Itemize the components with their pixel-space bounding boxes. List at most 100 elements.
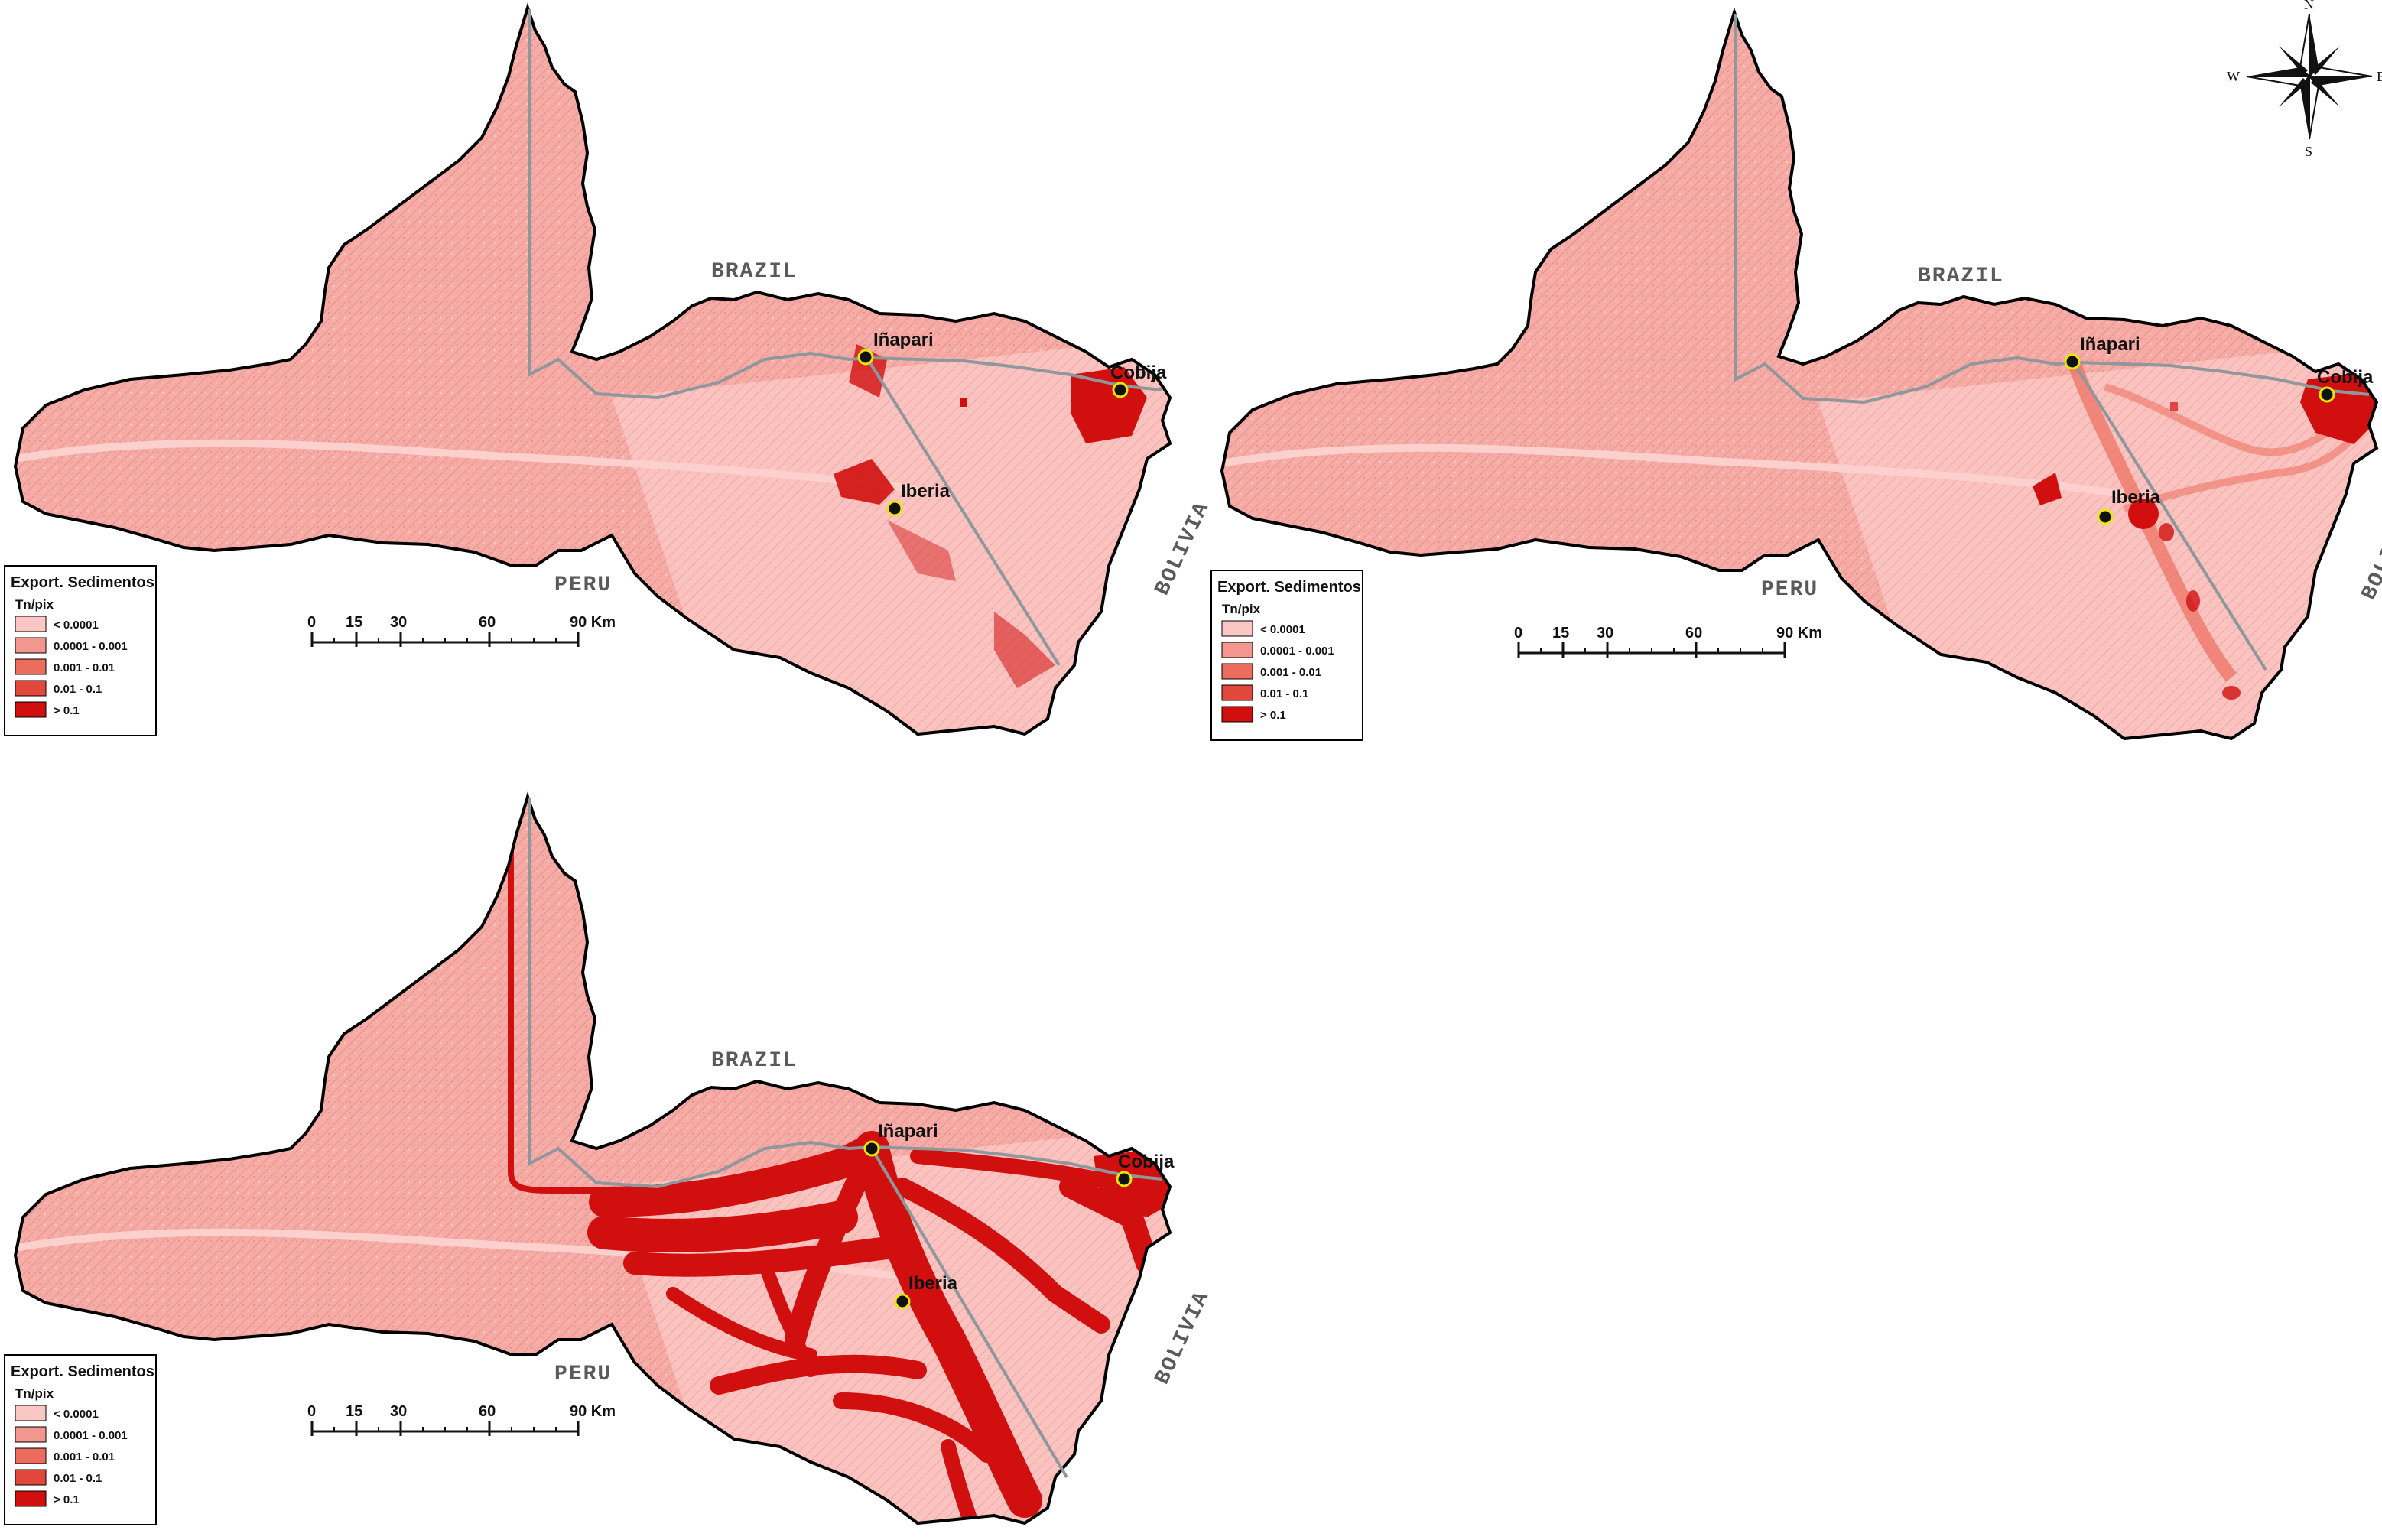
svg-text:Export. Sedimentos: Export. Sedimentos	[11, 574, 154, 591]
map-panel-bottom-left: BRAZIL PERU BOLIVIA Iñapari Cobija Iberi…	[4, 795, 1215, 1525]
svg-text:Iñapari: Iñapari	[878, 1121, 938, 1142]
scale-tick-label: 15	[346, 614, 362, 631]
svg-text:0.01 - 0.1: 0.01 - 0.1	[54, 1472, 102, 1485]
city-marker-iberia: Iberia	[894, 1273, 958, 1310]
compass-label-e: E	[2377, 69, 2382, 84]
scale-tick-label: 60	[1685, 625, 1702, 642]
boundary-line	[528, 798, 1163, 1189]
city-marker-cobija: Cobija	[1116, 1152, 1175, 1187]
label-bolivia: BOLIVIA	[1151, 1287, 1215, 1388]
svg-text:Export. Sedimentos: Export. Sedimentos	[1217, 579, 1361, 596]
scale-tick-label: 90 Km	[1776, 625, 1822, 642]
svg-text:Iñapari: Iñapari	[873, 330, 934, 350]
legend-item: < 0.0001	[15, 616, 99, 632]
label-peru: PERU	[554, 1363, 612, 1386]
legend-item: 0.01 - 0.1	[15, 1469, 102, 1486]
svg-text:Cobija: Cobija	[1110, 362, 1167, 383]
svg-text:Tn/pix: Tn/pix	[1222, 602, 1261, 616]
legend-item: 0.0001 - 0.001	[1221, 642, 1334, 658]
svg-text:< 0.0001: < 0.0001	[54, 1408, 99, 1421]
label-bolivia: BOLIVIA	[2358, 502, 2382, 603]
legend-item: 0.01 - 0.1	[1221, 684, 1308, 701]
compass-label-w: W	[2227, 69, 2240, 84]
svg-text:0.001 - 0.01: 0.001 - 0.01	[54, 1451, 115, 1464]
label-bolivia: BOLIVIA	[1151, 498, 1215, 599]
svg-text:Tn/pix: Tn/pix	[15, 597, 54, 612]
label-brazil: BRAZIL	[711, 260, 798, 284]
scale-tick-label: 30	[390, 614, 407, 631]
svg-text:Cobija: Cobija	[1118, 1152, 1175, 1172]
city-marker-iberia: Iberia	[2097, 487, 2161, 525]
scale-tick-label: 30	[390, 1403, 407, 1420]
legend-item: < 0.0001	[15, 1405, 99, 1421]
scale-bar	[310, 632, 580, 647]
svg-text:0.01 - 0.1: 0.01 - 0.1	[54, 683, 102, 696]
legend-item: 0.0001 - 0.001	[15, 637, 128, 654]
city-marker-inapari: Iñapari	[2064, 334, 2140, 370]
scale-tick-label: 90 Km	[570, 1403, 616, 1420]
legend: Export. Sedimentos Tn/pix < 0.0001 0.000…	[4, 565, 157, 736]
svg-text:Iberia: Iberia	[908, 1273, 958, 1294]
svg-text:0.001 - 0.01: 0.001 - 0.01	[54, 661, 115, 674]
svg-text:0.0001 - 0.001: 0.0001 - 0.001	[54, 1429, 128, 1442]
svg-text:> 0.1: > 0.1	[1260, 709, 1286, 722]
scale-tick-label: 0	[307, 614, 316, 631]
compass-label-s: S	[2305, 144, 2312, 159]
scale-bar	[310, 1421, 580, 1436]
scale-tick-label: 0	[307, 1403, 316, 1420]
legend: Export. Sedimentos Tn/pix < 0.0001 0.000…	[1210, 570, 1363, 741]
scale-tick-label: 0	[1514, 625, 1522, 642]
svg-text:Iñapari: Iñapari	[2080, 334, 2140, 355]
legend-item: > 0.1	[15, 701, 80, 718]
legend-item: 0.001 - 0.01	[1221, 663, 1321, 680]
label-brazil: BRAZIL	[711, 1049, 798, 1073]
legend-item: 0.01 - 0.1	[15, 680, 102, 697]
legend: Export. Sedimentos Tn/pix < 0.0001 0.000…	[4, 1354, 157, 1525]
svg-text:0.0001 - 0.001: 0.0001 - 0.001	[54, 640, 128, 653]
label-peru: PERU	[554, 573, 612, 597]
scale-tick-label: 30	[1597, 625, 1613, 642]
legend-item: 0.001 - 0.01	[15, 1447, 115, 1464]
svg-text:0.001 - 0.01: 0.001 - 0.01	[1260, 666, 1321, 679]
legend-item: > 0.1	[15, 1490, 80, 1507]
svg-text:Iberia: Iberia	[901, 481, 951, 502]
svg-text:> 0.1: > 0.1	[54, 1493, 80, 1506]
svg-text:Iberia: Iberia	[2111, 487, 2161, 508]
svg-text:Export. Sedimentos: Export. Sedimentos	[11, 1363, 154, 1380]
scale-tick-label: 60	[479, 614, 496, 631]
boundary-line	[528, 9, 1163, 400]
svg-text:< 0.0001: < 0.0001	[54, 619, 99, 632]
boundary-line-bolivia	[870, 1147, 1068, 1479]
label-peru: PERU	[1761, 578, 1818, 602]
boundary-line-bolivia	[866, 358, 1061, 667]
svg-text:> 0.1: > 0.1	[54, 704, 80, 717]
svg-text:Cobija: Cobija	[2317, 367, 2374, 388]
boundary-line-bolivia	[2073, 362, 2267, 671]
map-panel-top-right: BRAZIL PERU BOLIVIA Iñapari Cobija Iberi…	[1210, 11, 2382, 741]
scale-bar	[1517, 642, 1786, 658]
high-export-zones	[508, 809, 1159, 1523]
map-panel-top-left: BRAZIL PERU BOLIVIA Iñapari Cobija Iberi…	[4, 6, 1215, 736]
scale-tick-label: 15	[346, 1403, 362, 1420]
city-marker-cobija: Cobija	[1110, 362, 1167, 398]
compass-label-n: N	[2304, 0, 2314, 12]
city-marker-cobija: Cobija	[2317, 367, 2374, 403]
legend-item: 0.0001 - 0.001	[15, 1426, 128, 1443]
label-brazil: BRAZIL	[1918, 265, 2004, 288]
city-marker-inapari: Iñapari	[863, 1121, 938, 1157]
svg-text:0.0001 - 0.001: 0.0001 - 0.001	[1260, 645, 1334, 658]
legend-item: > 0.1	[1221, 706, 1286, 723]
city-marker-iberia: Iberia	[886, 481, 951, 517]
svg-text:< 0.0001: < 0.0001	[1260, 623, 1305, 636]
scale-tick-label: 15	[1552, 625, 1569, 642]
scale-tick-label: 60	[479, 1403, 496, 1420]
legend-item: < 0.0001	[1221, 620, 1305, 637]
legend-item: 0.001 - 0.01	[15, 658, 115, 675]
compass-rose-icon: N S E W	[2227, 0, 2382, 159]
svg-text:Tn/pix: Tn/pix	[15, 1386, 54, 1401]
city-marker-inapari: Iñapari	[857, 330, 934, 366]
svg-text:0.01 - 0.1: 0.01 - 0.1	[1260, 687, 1308, 700]
boundary-line	[1734, 14, 2370, 404]
scale-tick-label: 90 Km	[570, 614, 616, 631]
